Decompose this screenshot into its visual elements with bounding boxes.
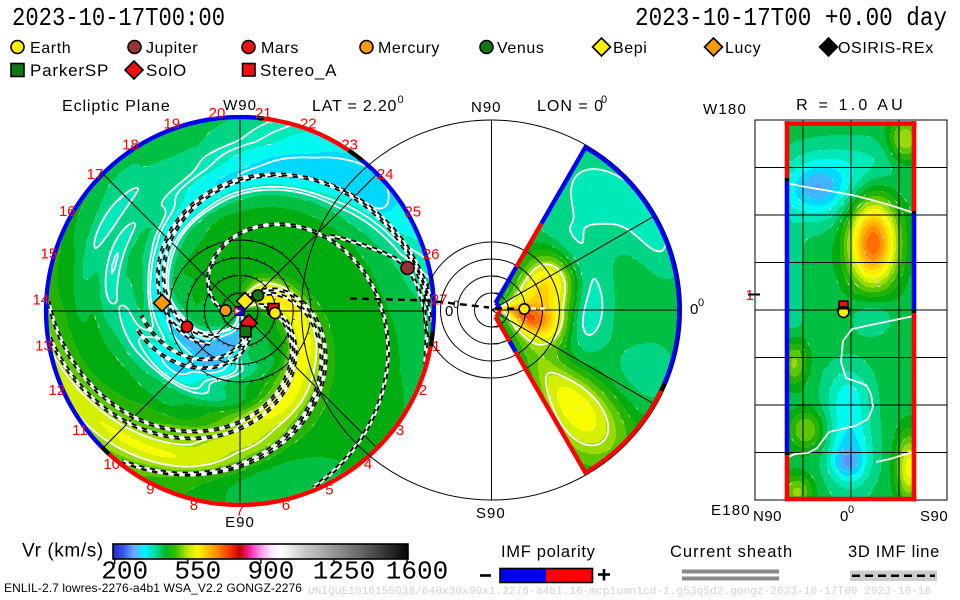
svg-text:26: 26 [423,246,440,263]
svg-text:3D IMF line: 3D IMF line [848,543,940,561]
svg-text:23: 23 [341,136,358,153]
svg-text:W90: W90 [223,97,257,114]
svg-text:25: 25 [404,203,421,220]
svg-text:0: 0 [698,297,704,309]
svg-text:19: 19 [164,116,181,133]
svg-text:13: 13 [35,338,52,355]
svg-text:14: 14 [32,291,49,308]
svg-text:0: 0 [848,504,854,516]
svg-text:11: 11 [72,422,88,439]
svg-text:0: 0 [690,301,698,318]
svg-text:Mercury: Mercury [378,40,440,57]
svg-text:S90: S90 [920,508,948,525]
svg-text:Mars: Mars [261,40,299,57]
svg-text:R = 1.0 AU: R = 1.0 AU [796,97,906,114]
svg-text:UNIQUE1018155038/640x30x90x1.2: UNIQUE1018155038/640x30x90x1.2276-a4b1.1… [308,586,931,598]
svg-text:ParkerSP: ParkerSP [30,61,109,80]
svg-text:12: 12 [48,382,65,399]
svg-text:16: 16 [59,203,76,220]
svg-text:SolO: SolO [146,61,187,80]
svg-text:Ecliptic Plane: Ecliptic Plane [62,98,171,115]
svg-text:1600: 1600 [386,557,448,587]
svg-text:Lucy: Lucy [725,40,761,57]
svg-text:N90: N90 [471,99,502,116]
svg-text:27: 27 [431,292,448,309]
svg-text:0: 0 [840,508,848,525]
svg-text:24: 24 [377,166,394,183]
svg-text:E180: E180 [711,502,751,519]
svg-text:E90: E90 [225,514,255,531]
svg-text:3: 3 [396,422,404,439]
svg-text:550: 550 [174,557,221,587]
svg-text:Current sheath: Current sheath [670,543,793,561]
svg-text:N90: N90 [753,508,782,525]
svg-text:Bepi: Bepi [613,40,647,57]
svg-text:ENLIL-2.7 lowres-2276-a4b1 WSA: ENLIL-2.7 lowres-2276-a4b1 WSA_V2.2 GONG… [4,581,302,595]
svg-text:18: 18 [122,136,139,153]
svg-text:900: 900 [247,557,294,587]
svg-text:0: 0 [453,299,459,311]
svg-text:2: 2 [419,382,427,399]
svg-text:22: 22 [300,116,317,133]
svg-text:2023-10-17T00:00: 2023-10-17T00:00 [12,3,225,33]
svg-text:7: 7 [236,503,244,520]
svg-text:15: 15 [41,246,58,263]
svg-text:10: 10 [103,456,120,473]
svg-text:1250: 1250 [313,557,375,587]
svg-text:6: 6 [282,497,290,514]
svg-text:0: 0 [601,94,607,106]
svg-text:LON = 0: LON = 0 [537,98,604,115]
svg-text:200: 200 [101,557,148,587]
svg-text:5: 5 [325,481,333,498]
svg-text:9: 9 [146,481,154,498]
svg-text:Vr (km/s): Vr (km/s) [22,541,104,562]
svg-text:0: 0 [445,303,453,320]
svg-text:0: 0 [398,94,404,106]
svg-text:Venus: Venus [497,40,544,57]
svg-text:Earth: Earth [30,40,71,57]
svg-text:S90: S90 [476,505,506,522]
svg-text:21: 21 [255,105,272,122]
svg-text:W180: W180 [703,101,747,118]
svg-text:OSIRIS-REx: OSIRIS-REx [838,40,934,57]
svg-text:4: 4 [364,456,372,473]
svg-text:17: 17 [87,166,104,183]
svg-text:2023-10-17T00 +0.00 day: 2023-10-17T00 +0.00 day [635,3,947,33]
svg-text:20: 20 [209,105,226,122]
svg-text:IMF polarity: IMF polarity [501,543,596,561]
svg-text:8: 8 [190,497,198,514]
svg-text:LAT = 2.20: LAT = 2.20 [312,98,397,115]
svg-text:Stereo_A: Stereo_A [260,61,337,80]
svg-text:1: 1 [432,338,440,355]
svg-text:Jupiter: Jupiter [146,40,198,57]
